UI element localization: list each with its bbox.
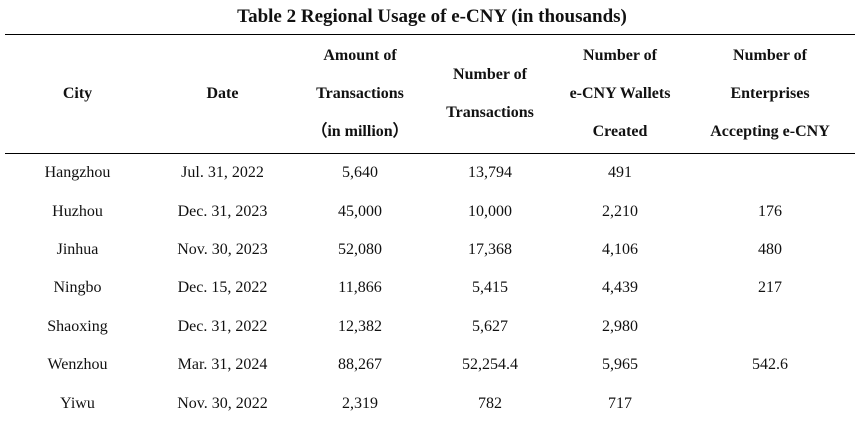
cell-city: Ningbo	[53, 279, 102, 297]
cell-number: 5,627	[472, 317, 508, 335]
cell-date: Nov. 30, 2023	[177, 240, 268, 258]
cell-enterprises: 542.6	[752, 356, 788, 374]
cell-date: Jul. 31, 2022	[181, 164, 264, 182]
cell-enterprises: 480	[758, 240, 782, 258]
cell-wallets: 4,439	[602, 279, 638, 297]
cell-date: Dec. 31, 2022	[177, 317, 268, 335]
table-header: City Date Amount of Transactions （in mil…	[5, 34, 855, 154]
header-date: Date	[150, 35, 295, 154]
cell-enterprises: 217	[758, 279, 782, 297]
cell-city: Yiwu	[60, 394, 95, 412]
cell-amount: 2,319	[342, 394, 378, 412]
cell-city: Shaoxing	[47, 317, 108, 335]
cell-city: Jinhua	[56, 240, 99, 258]
header-enterprises-line-2: Enterprises	[730, 85, 810, 102]
table-row: Hangzhou Jul. 31, 2022 5,640 13,794 491	[5, 154, 855, 193]
header-amount-line-2: Transactions	[316, 85, 404, 102]
cell-date: Nov. 30, 2022	[177, 394, 268, 412]
cell-enterprises: 176	[758, 202, 782, 220]
cell-amount: 5,640	[342, 164, 378, 182]
cell-number: 5,415	[472, 279, 508, 297]
header-enterprises: Number of Enterprises Accepting e-CNY	[685, 35, 855, 154]
cell-city: Hangzhou	[44, 164, 111, 182]
header-date-line: Date	[206, 85, 239, 102]
cell-date: Dec. 15, 2022	[177, 279, 268, 297]
usage-table: City Date Amount of Transactions （in mil…	[5, 34, 855, 423]
cell-amount: 45,000	[338, 202, 382, 220]
cell-city: Huzhou	[52, 202, 103, 220]
cell-enterprises	[685, 154, 855, 193]
header-wallets-line-2: e-CNY Wallets	[569, 85, 671, 102]
header-number-line-2: Transactions	[446, 104, 534, 121]
header-enterprises-line-1: Number of	[733, 47, 807, 64]
header-wallets-line-1: Number of	[583, 47, 657, 64]
table-row: Ningbo Dec. 15, 2022 11,866 5,415 4,439 …	[5, 269, 855, 307]
header-city-line: City	[62, 85, 93, 102]
header-amount-line-1: Amount of	[323, 47, 397, 64]
table-row: Wenzhou Mar. 31, 2024 88,267 52,254.4 5,…	[5, 346, 855, 384]
header-amount: Amount of Transactions （in million）	[295, 35, 425, 154]
cell-amount: 52,080	[338, 240, 382, 258]
cell-date: Dec. 31, 2023	[177, 202, 268, 220]
table-title: Table 2 Regional Usage of e-CNY (in thou…	[237, 6, 627, 27]
cell-number: 17,368	[468, 240, 512, 258]
cell-enterprises	[685, 384, 855, 422]
cell-city: Wenzhou	[47, 356, 108, 374]
cell-date: Mar. 31, 2024	[177, 356, 268, 374]
cell-wallets: 491	[608, 164, 632, 182]
table-row: Shaoxing Dec. 31, 2022 12,382 5,627 2,98…	[5, 308, 855, 346]
header-wallets-line-3: Created	[592, 123, 648, 140]
cell-number: 10,000	[468, 202, 512, 220]
header-row: City Date Amount of Transactions （in mil…	[5, 34, 855, 154]
cell-wallets: 5,965	[602, 356, 638, 374]
cell-number: 782	[478, 394, 502, 412]
table-row: Huzhou Dec. 31, 2023 45,000 10,000 2,210…	[5, 192, 855, 230]
cell-wallets: 2,210	[602, 202, 638, 220]
cell-number: 13,794	[468, 164, 512, 182]
header-city: City	[5, 35, 150, 154]
table-row: Yiwu Nov. 30, 2022 2,319 782 717	[5, 384, 855, 422]
header-wallets: Number of e-CNY Wallets Created	[555, 35, 685, 154]
cell-amount: 12,382	[338, 317, 382, 335]
table-body: Hangzhou Jul. 31, 2022 5,640 13,794 491 …	[5, 154, 855, 423]
cell-enterprises	[685, 308, 855, 346]
header-amount-line-3: （in million）	[311, 123, 409, 140]
table-row: Jinhua Nov. 30, 2023 52,080 17,368 4,106…	[5, 231, 855, 269]
cell-wallets: 2,980	[602, 317, 638, 335]
cell-amount: 11,866	[338, 279, 382, 297]
header-number: Number of Transactions	[425, 35, 555, 154]
cell-amount: 88,267	[338, 356, 382, 374]
header-number-line-1: Number of	[453, 66, 527, 83]
cell-wallets: 717	[608, 394, 632, 412]
cell-wallets: 4,106	[602, 240, 638, 258]
header-enterprises-line-3: Accepting e-CNY	[710, 123, 830, 140]
cell-number: 52,254.4	[462, 356, 518, 374]
